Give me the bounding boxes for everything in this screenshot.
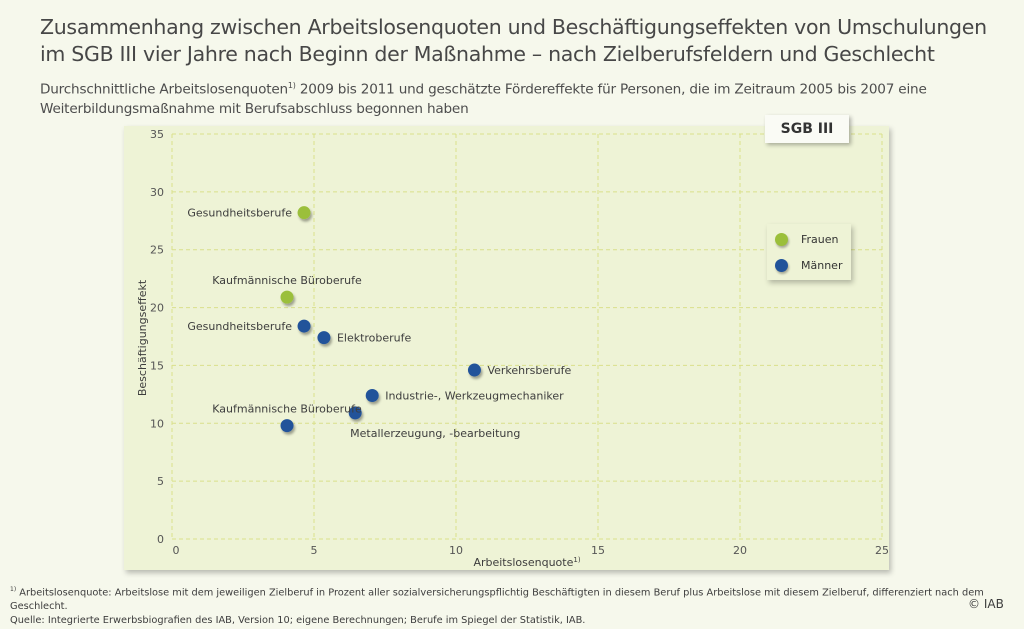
x-tick-label: 25 [875,544,889,557]
data-point-frauen [297,206,311,220]
y-axis-label: Beschäftigungseffekt [136,279,149,396]
data-label: Elektroberufe [337,332,412,345]
data-point-maenner [297,319,311,333]
y-tick-label: 30 [150,186,164,199]
chart-panel [124,126,889,570]
legend-marker-maenner [775,258,788,272]
footnote: 1) Arbeitslosenquote: Arbeitslose mit de… [10,583,1024,628]
sgb-badge: SGB III [765,115,849,143]
x-axis-ticks: 0 5 10 15 20 25 [173,544,890,557]
x-axis-label-text: Arbeitslosenquote [473,556,573,569]
y-tick-label: 10 [150,417,164,430]
x-axis-label-sup: 1) [573,556,580,564]
x-axis-label: Arbeitslosenquote1) [473,556,580,569]
data-point-maenner [467,363,481,377]
footnote-marker: 1) [10,586,17,593]
data-point-maenner [280,419,294,433]
legend-label-maenner: Männer [801,258,843,272]
footnote-text: Arbeitslosenquote: Arbeitslose mit dem j… [10,587,984,613]
x-tick-label: 10 [449,544,463,557]
y-tick-label: 20 [150,302,164,315]
data-label: Verkehrsberufe [487,364,571,377]
legend-label-frauen: Frauen [801,232,839,246]
title-line-2: im SGB III vier Jahre nach Beginn der Ma… [40,42,935,66]
subtitle-line-2: Weiterbildungsmaßnahme mit Berufsabschlu… [40,100,469,117]
data-label: Gesundheitsberufe [187,207,292,220]
title-line-1: Zusammenhang zwischen Arbeitslosenquoten… [40,15,987,39]
copyright: © IAB [968,597,1004,611]
data-label: Kaufmännische Büroberufe [212,403,362,416]
y-tick-label: 25 [150,244,164,257]
x-tick-label: 5 [311,544,318,557]
subtitle-part-2: 2009 bis 2011 und geschätzte Fördereffek… [295,81,927,98]
subtitle-footnote-marker: 1) [287,81,296,90]
source-text: Quelle: Integrierte Erwerbsbiografien de… [10,615,586,627]
legend: Frauen Männer [767,224,851,280]
grid [171,133,883,540]
y-tick-label: 0 [157,533,164,546]
data-label: Gesundheitsberufe [187,320,292,333]
chart-title: Zusammenhang zwischen Arbeitslosenquoten… [40,14,987,68]
data-point-frauen [280,290,294,304]
y-tick-label: 5 [157,475,164,488]
legend-item-frauen: Frauen [775,231,839,247]
data-point-maenner [317,331,331,345]
data-point-maenner [348,406,362,420]
y-tick-label: 35 [150,128,164,141]
data-points: Gesundheitsberufe Kaufmännische Büroberuf… [187,206,572,440]
y-tick-label: 15 [150,359,164,372]
x-tick-label: 20 [733,544,747,557]
chart-subtitle: Durchschnittliche Arbeitslosenquoten1) 2… [40,76,927,119]
legend-marker-frauen [775,232,788,246]
data-point-maenner [365,389,379,403]
x-tick-label: 15 [591,544,605,557]
x-tick-label: 0 [173,544,180,557]
legend-item-maenner: Männer [775,257,842,273]
data-label: Metallerzeugung, -bearbeitung [350,427,520,440]
y-axis-ticks: 0 5 10 15 20 25 30 35 [150,128,164,546]
data-label: Industrie-, Werkzeugmechaniker [385,390,564,403]
data-label: Kaufmännische Büroberufe [212,274,362,287]
subtitle-part-1: Durchschnittliche Arbeitslosenquoten [40,81,288,98]
